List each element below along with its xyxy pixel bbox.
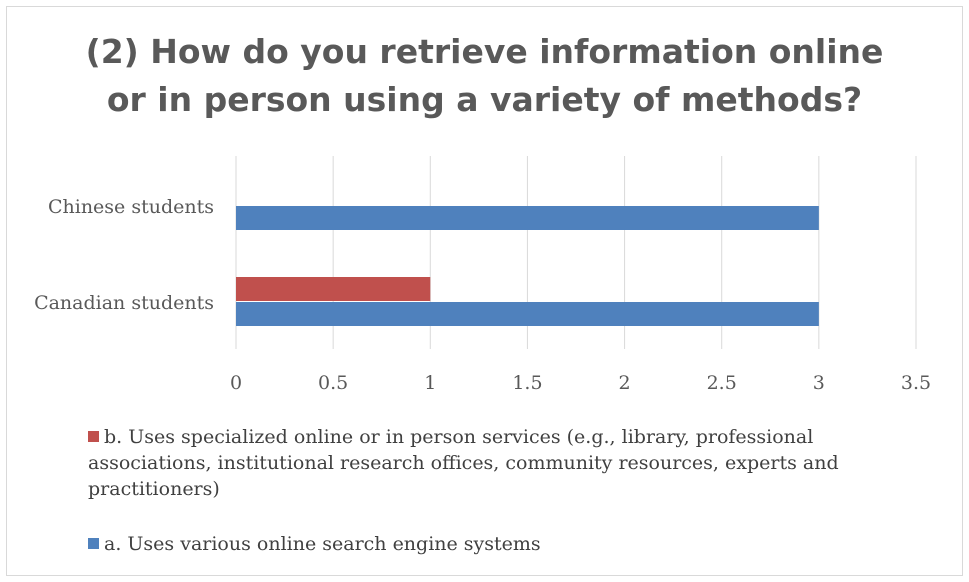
bar-a-canadian-students	[236, 302, 819, 326]
x-tick-label: 3.5	[901, 372, 931, 394]
legend-entry-b: b. Uses specialized online or in person …	[88, 424, 908, 502]
x-tick-label: 1	[424, 372, 436, 394]
category-label: Chinese students	[48, 196, 214, 218]
bar-a-chinese-students	[236, 206, 819, 230]
x-tick-label: 1.5	[512, 372, 542, 394]
legend-label-b: b. Uses specialized online or in person …	[88, 426, 839, 500]
chart-title-line-1: (2) How do you retrieve information onli…	[85, 32, 884, 71]
legend-swatch-b	[88, 431, 99, 442]
legend-label-a: a. Uses various online search engine sys…	[104, 533, 541, 555]
x-tick-label: 2.5	[707, 372, 737, 394]
legend-swatch-a	[88, 538, 99, 549]
chart-frame	[6, 6, 963, 576]
x-tick-label: 2	[619, 372, 631, 394]
chart-title: (2) How do you retrieve information onli…	[0, 28, 969, 124]
chart-title-line-2: or in person using a variety of methods?	[106, 80, 863, 119]
bars	[236, 206, 819, 326]
bar-b-canadian-students	[236, 277, 431, 301]
legend-entry-a: a. Uses various online search engine sys…	[88, 531, 908, 557]
x-tick-labels: 0 0.5 1 1.5 2 2.5 3 3.5	[230, 372, 931, 394]
category-labels: Canadian students Chinese students	[34, 196, 214, 314]
x-tick-label: 0	[230, 372, 242, 394]
x-tick-label: 3	[813, 372, 825, 394]
category-label: Canadian students	[34, 292, 214, 314]
x-tick-label: 0.5	[318, 372, 348, 394]
